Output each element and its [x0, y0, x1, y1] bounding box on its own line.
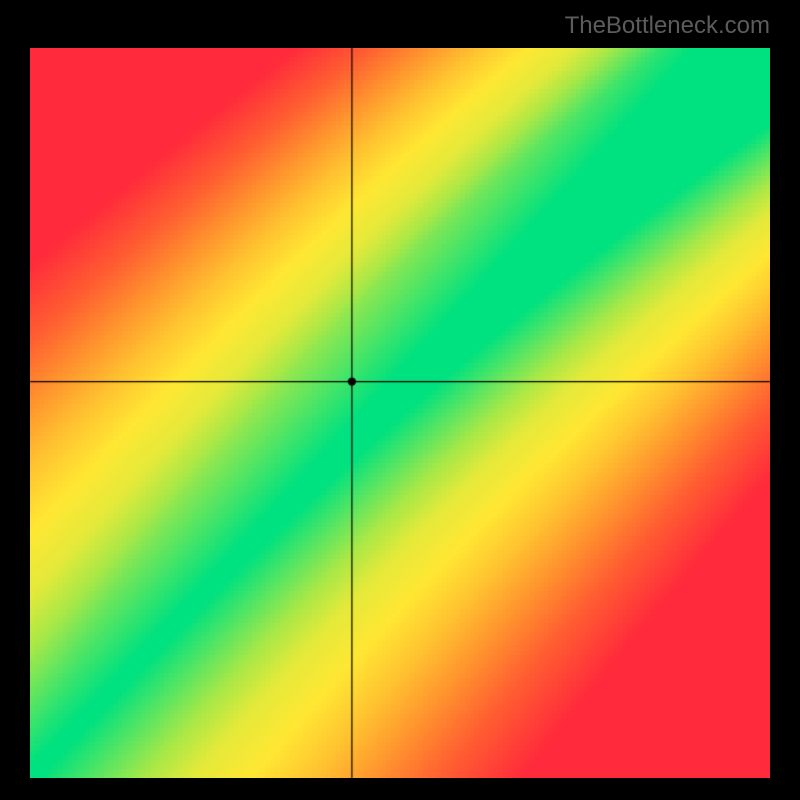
crosshair-overlay — [0, 0, 800, 800]
chart-container: TheBottleneck.com — [0, 0, 800, 800]
